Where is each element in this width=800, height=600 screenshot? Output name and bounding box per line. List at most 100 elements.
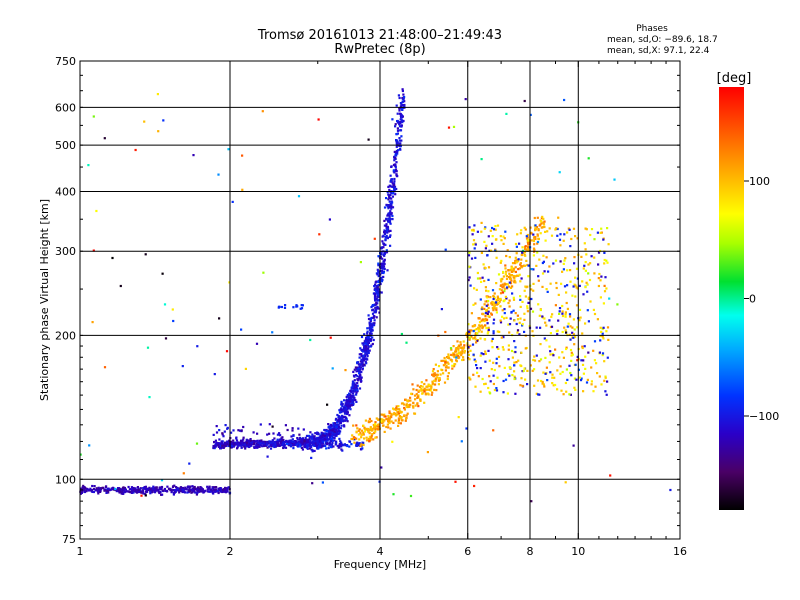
echo-point	[387, 198, 390, 201]
echo-point	[555, 281, 558, 285]
echo-point	[495, 387, 498, 390]
echo-point	[404, 398, 407, 401]
echo-point	[316, 446, 319, 449]
echo-point	[359, 431, 362, 434]
echo-point	[367, 437, 370, 440]
echo-point	[356, 427, 359, 430]
echo-point	[231, 441, 234, 444]
echo-point	[144, 494, 147, 497]
echo-point	[578, 376, 581, 379]
echo-point	[255, 342, 259, 345]
echo-point	[356, 378, 359, 381]
echo-point	[149, 492, 152, 495]
echo-point	[322, 442, 325, 445]
echo-point	[386, 269, 389, 272]
echo-point	[563, 98, 566, 102]
echo-point	[304, 436, 307, 439]
echo-point	[503, 299, 506, 302]
echo-point	[502, 391, 505, 394]
echo-point	[575, 378, 578, 381]
echo-point	[454, 480, 457, 483]
echo-point	[175, 486, 178, 489]
echo-point	[375, 306, 378, 309]
echo-point	[390, 212, 393, 215]
echo-point	[499, 261, 502, 264]
echo-point	[338, 443, 341, 446]
echo-point	[91, 321, 94, 324]
echo-point	[367, 317, 371, 321]
echo-point	[508, 272, 511, 275]
echo-point	[323, 434, 326, 437]
echo-point	[360, 355, 363, 358]
echo-point	[492, 429, 495, 432]
echo-point	[492, 309, 495, 312]
echo-point	[530, 297, 533, 301]
echo-point	[561, 314, 565, 318]
echo-point	[340, 400, 343, 403]
echo-point	[504, 267, 507, 270]
echo-point	[497, 355, 501, 358]
echo-point	[117, 488, 120, 491]
echo-point	[333, 430, 336, 433]
echo-point	[320, 441, 323, 444]
echo-point	[390, 205, 393, 208]
echo-point	[607, 338, 610, 341]
echo-point	[484, 300, 487, 303]
echo-point	[396, 112, 399, 115]
echo-point	[112, 486, 115, 489]
echo-point	[541, 226, 544, 229]
echo-point	[381, 257, 384, 260]
echo-point	[511, 292, 514, 295]
echo-point	[417, 405, 420, 408]
echo-point	[454, 348, 457, 351]
echo-point	[493, 305, 496, 308]
echo-point	[192, 487, 195, 491]
echo-point	[369, 332, 372, 335]
echo-point	[485, 289, 488, 292]
echo-point	[384, 415, 387, 418]
echo-point	[225, 350, 229, 353]
echo-point	[524, 378, 527, 381]
echo-point	[388, 218, 391, 222]
echo-point	[248, 445, 252, 448]
echo-point	[377, 284, 380, 287]
echo-point	[224, 491, 227, 494]
echo-point	[381, 265, 384, 268]
echo-point	[462, 340, 465, 343]
echo-point	[571, 353, 574, 356]
echo-point	[392, 407, 395, 410]
echo-point	[548, 265, 551, 268]
echo-point	[398, 109, 401, 112]
echo-point	[157, 130, 160, 133]
echo-point	[510, 274, 514, 277]
echo-point	[558, 356, 561, 359]
echo-point	[495, 308, 498, 312]
echo-point	[509, 277, 512, 281]
echo-point	[166, 485, 169, 488]
echo-point	[246, 441, 249, 444]
echo-point	[154, 491, 157, 494]
echo-point	[298, 433, 301, 436]
echo-point	[330, 440, 333, 443]
echo-point	[510, 349, 514, 353]
echo-point	[590, 366, 593, 369]
echo-point	[286, 428, 289, 432]
echo-point	[350, 443, 353, 446]
echo-point	[481, 276, 484, 279]
echo-point	[397, 419, 400, 422]
echo-point	[388, 213, 391, 216]
echo-point	[447, 366, 450, 369]
echo-point	[489, 296, 492, 299]
echo-point	[514, 312, 517, 315]
echo-point	[218, 438, 221, 441]
echo-point	[419, 399, 422, 402]
echo-point	[513, 340, 516, 343]
echo-point	[494, 249, 497, 252]
echo-point	[590, 255, 593, 258]
echo-point	[533, 236, 536, 239]
echo-point	[257, 441, 260, 444]
echo-point	[350, 398, 353, 401]
echo-point	[476, 277, 480, 280]
echo-point	[498, 365, 501, 368]
echo-point	[363, 346, 366, 349]
